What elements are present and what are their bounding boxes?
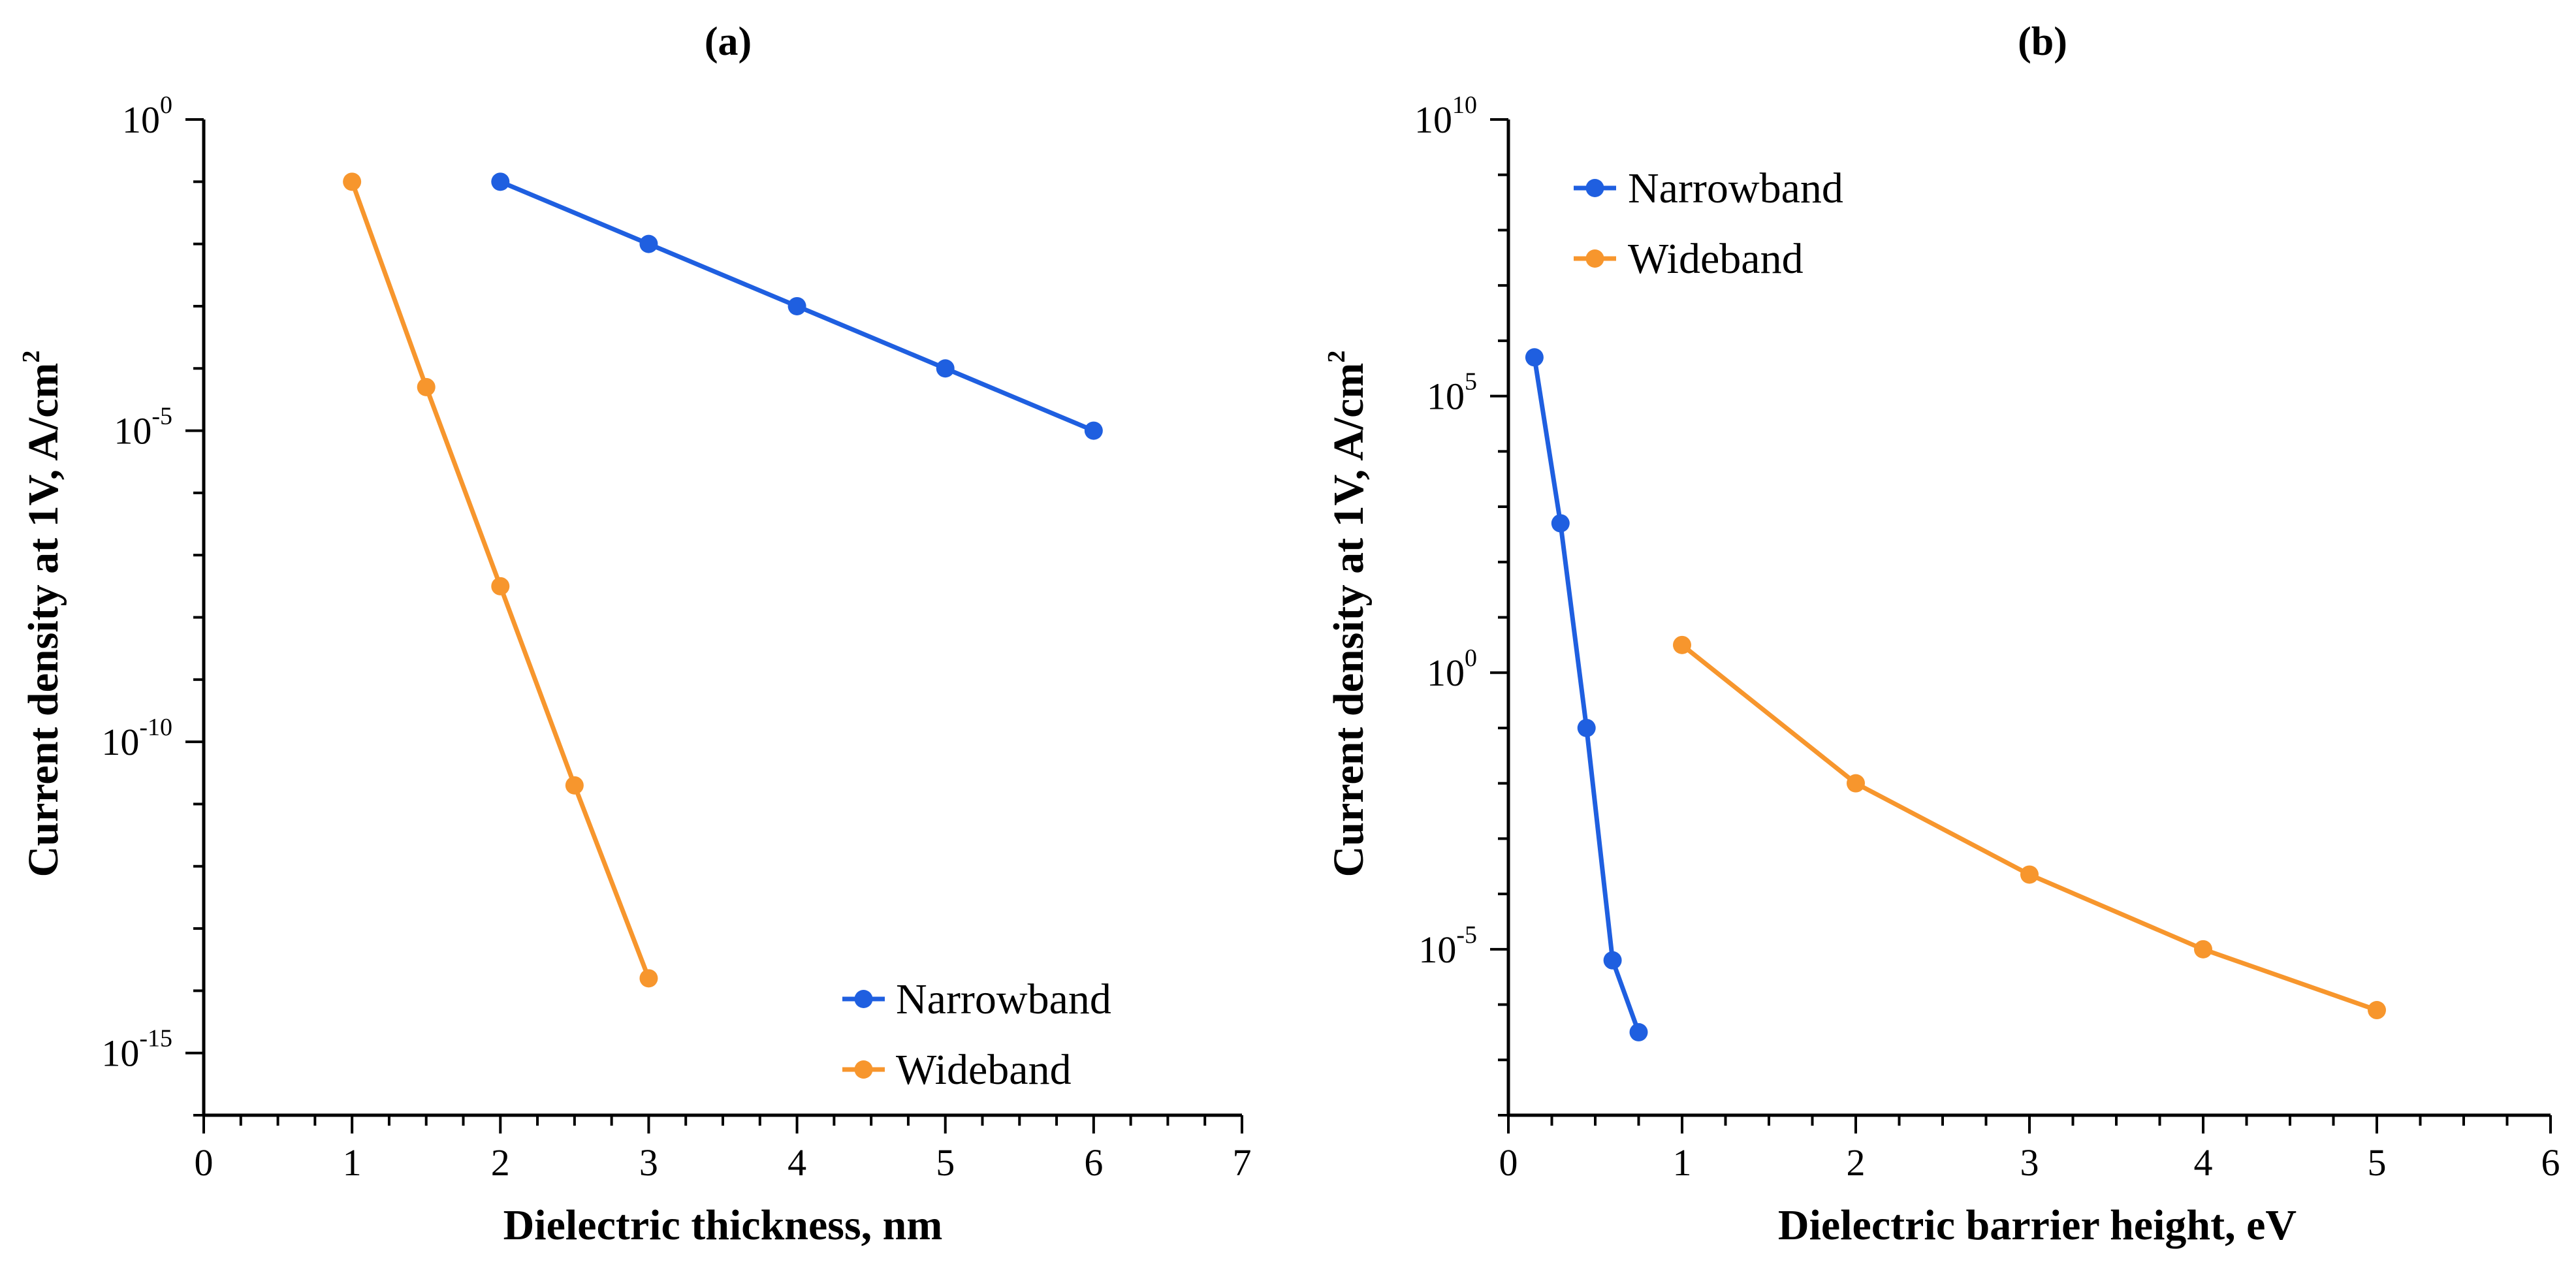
y-tick-label: 100 [122,91,172,141]
y-tick-exponent: 0 [160,91,172,119]
legend-marker [1585,249,1604,268]
y-axis-title-superscript: 2 [18,351,45,363]
data-point [787,296,806,315]
legend-entry-wideband: Wideband [1574,235,1804,283]
data-point [2368,1001,2386,1020]
legend-marker [854,990,873,1008]
series-narrowband [1525,348,1648,1041]
data-point [343,172,362,191]
y-tick-label: 10-15 [101,1025,172,1075]
y-tick-label: 100 [1427,644,1477,694]
x-tick-label: 7 [1233,1141,1252,1184]
series-line [1532,357,1641,1034]
data-point [936,359,955,378]
data-point [1603,951,1622,970]
y-tick-exponent: 0 [1465,644,1477,672]
x-axis-title: Dielectric thickness, nm [503,1201,943,1249]
y-axis-title-text: Current density at 1V, A/cm [20,363,67,878]
y-tick-label: 10-10 [101,714,172,763]
legend-label: Wideband [1628,235,1804,283]
y-tick-exponent: 10 [1452,91,1477,119]
data-point [1847,774,1865,793]
x-tick-label: 6 [1084,1141,1103,1184]
data-point [1551,514,1570,533]
y-tick-label: 10-5 [1418,921,1477,971]
y-axis-title-superscript: 2 [1323,351,1350,363]
y-tick-base: 10 [101,721,139,763]
legend-entry-narrowband: Narrowband [1574,165,1843,212]
x-tick-label: 5 [936,1141,955,1184]
y-tick-base: 10 [122,99,160,141]
series-narrowband [491,172,1103,440]
data-point [639,969,658,988]
legend-entry-wideband: Wideband [842,1046,1072,1094]
data-point [1577,718,1596,737]
x-tick-label: 3 [639,1141,658,1184]
y-tick-exponent: -5 [151,403,172,430]
data-point [1629,1022,1648,1041]
data-point [565,776,584,795]
y-tick-exponent: 5 [1465,368,1477,396]
y-tick-label: 10-5 [114,403,172,452]
x-tick-label: 1 [1673,1141,1692,1184]
data-point [1084,421,1103,440]
y-axis-title: Current density at 1V, A/cm2 [18,351,67,878]
y-tick-base: 10 [1414,99,1452,141]
x-tick-label: 3 [2020,1141,2039,1184]
legend-label: Narrowband [1628,165,1843,212]
x-tick-label: 2 [1847,1141,1866,1184]
x-tick-label: 0 [1499,1141,1518,1184]
series-wideband [1673,635,2386,1020]
y-tick-exponent: -15 [139,1025,172,1053]
data-point [639,234,658,253]
y-tick-exponent: -10 [139,714,172,741]
y-axis-title-text: Current density at 1V, A/cm [1325,363,1373,878]
panel-title: (a) [705,20,752,64]
x-tick-label: 4 [787,1141,806,1184]
legend-label: Wideband [896,1046,1072,1094]
data-point [491,577,510,595]
y-tick-base: 10 [1418,928,1456,971]
x-axis-title: Dielectric barrier height, eV [1778,1201,2297,1249]
series-wideband [343,172,658,988]
data-point [2194,940,2212,959]
y-tick-label: 105 [1427,368,1477,418]
legend-entry-narrowband: Narrowband [842,975,1111,1023]
panel-title: (b) [2018,20,2067,64]
x-tick-label: 4 [2194,1141,2213,1184]
x-tick-label: 5 [2368,1141,2387,1184]
legend-label: Narrowband [896,975,1111,1023]
legend-marker [1585,179,1604,197]
data-point [417,377,436,396]
y-tick-base: 10 [114,410,151,452]
y-tick-base: 10 [1427,652,1465,694]
series-line [1680,643,2378,1013]
data-point [1673,635,1691,654]
x-tick-label: 6 [2541,1141,2560,1184]
data-point [491,172,510,191]
x-tick-label: 2 [491,1141,510,1184]
y-tick-base: 10 [1427,375,1465,418]
data-point [2020,865,2039,884]
x-tick-label: 1 [343,1141,362,1184]
y-tick-exponent: -5 [1456,921,1477,949]
data-point [1525,348,1544,367]
y-axis-title: Current density at 1V, A/cm2 [1323,351,1373,878]
y-tick-base: 10 [101,1032,139,1075]
legend-marker [854,1060,873,1079]
y-tick-label: 1010 [1414,91,1477,141]
x-tick-label: 0 [195,1141,214,1184]
